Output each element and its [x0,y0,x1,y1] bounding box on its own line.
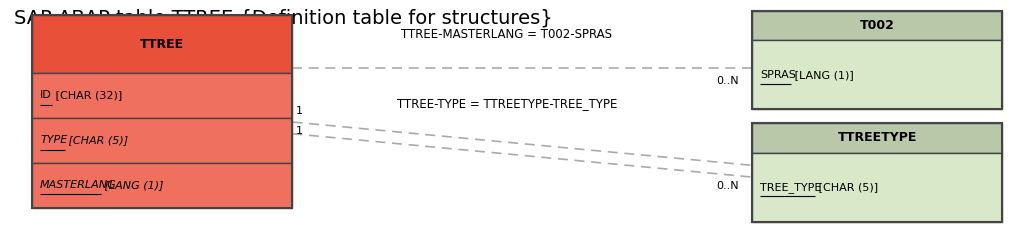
Bar [32,163,293,208]
Text: [CHAR (5)]: [CHAR (5)] [815,182,879,192]
Bar [752,153,1002,222]
Bar [752,123,1002,153]
Text: 1: 1 [296,106,303,116]
Text: ID: ID [40,91,52,100]
Text: SAP ABAP table TTREE {Definition table for structures}: SAP ABAP table TTREE {Definition table f… [13,9,552,27]
Text: [LANG (1)]: [LANG (1)] [791,70,853,80]
Bar [752,11,1002,109]
Bar [752,123,1002,222]
Text: TYPE: TYPE [40,135,68,145]
Text: TTREETYPE: TTREETYPE [838,132,916,144]
Text: TTREE-TYPE = TTREETYPE-TREE_TYPE: TTREE-TYPE = TTREETYPE-TREE_TYPE [396,97,617,110]
Text: MASTERLANG: MASTERLANG [40,180,117,190]
Text: TREE_TYPE: TREE_TYPE [760,182,821,193]
Text: 1: 1 [296,126,303,136]
Text: [CHAR (5)]: [CHAR (5)] [65,135,128,145]
Bar [752,11,1002,40]
Bar [32,118,293,163]
Bar [32,15,293,73]
Text: TTREE: TTREE [140,38,184,51]
Bar [32,15,293,208]
Text: T002: T002 [860,19,895,32]
Text: [CHAR (32)]: [CHAR (32)] [52,91,123,100]
Text: SPRAS: SPRAS [760,70,796,80]
Text: 0..N: 0..N [716,181,738,191]
Bar [32,73,293,118]
Text: [LANG (1)]: [LANG (1)] [101,180,164,190]
Text: 0..N: 0..N [716,76,738,86]
Text: TTREE-MASTERLANG = T002-SPRAS: TTREE-MASTERLANG = T002-SPRAS [401,28,612,41]
Bar [752,40,1002,109]
